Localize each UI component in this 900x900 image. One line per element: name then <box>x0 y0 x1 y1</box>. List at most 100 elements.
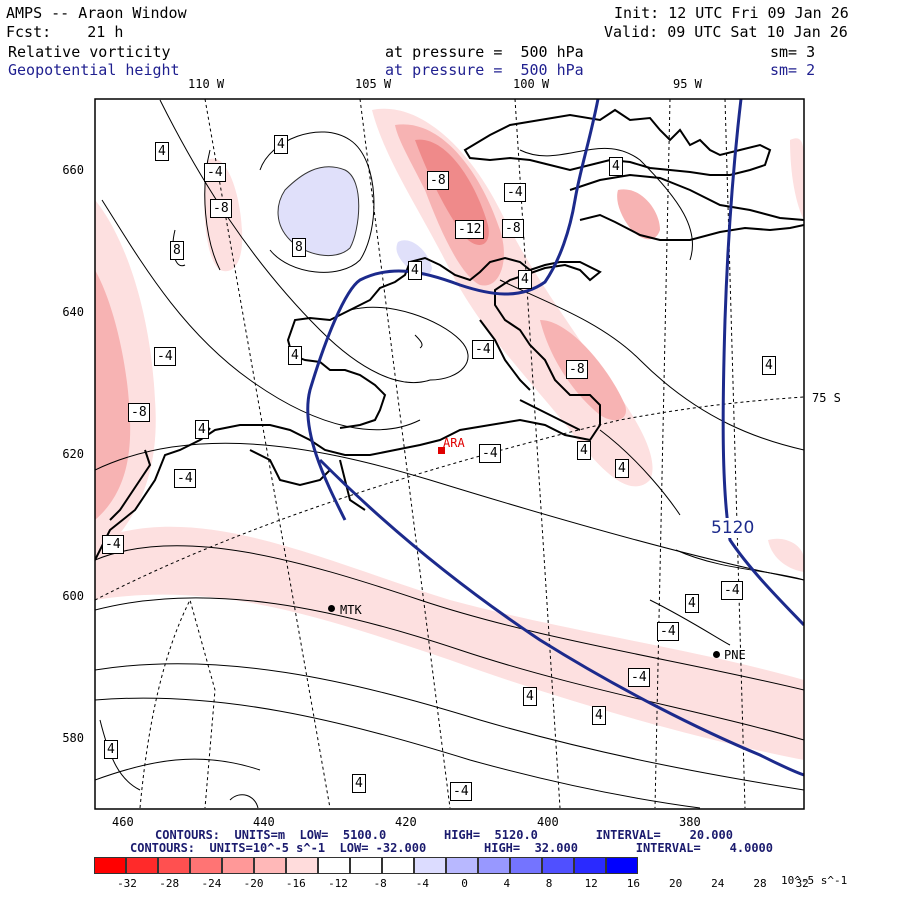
vorticity-contour-label: 8 <box>292 238 306 257</box>
vorticity-contour-label: -4 <box>154 347 176 366</box>
vorticity-contour-label: -4 <box>174 469 196 488</box>
vorticity-contour-label: 4 <box>685 594 699 613</box>
pos-vorticity-north <box>277 166 360 256</box>
colorbar-tick-label: 20 <box>668 877 683 890</box>
colorbar-tick-label: -24 <box>201 877 222 890</box>
vorticity-contour-label: 4 <box>352 774 366 793</box>
model-title: AMPS -- Araon Window <box>6 4 187 22</box>
field1-name: Relative vorticity <box>8 43 171 61</box>
colorbar <box>94 857 638 874</box>
vorticity-contour-label: 4 <box>592 706 606 725</box>
colorbar-tick-label: 32 <box>795 877 809 890</box>
pos-vorticity-small <box>396 240 432 277</box>
colorbar-swatch <box>350 857 382 874</box>
vorticity-contour-label: -4 <box>102 535 124 554</box>
colorbar-tick-label: 4 <box>503 877 511 890</box>
lon-label-100w: 100 W <box>513 77 550 91</box>
station-label-mtk: MTK <box>340 603 362 617</box>
vorticity-contour-label: 4 <box>518 270 532 289</box>
colorbar-swatch <box>286 857 318 874</box>
colorbar-tick-label: -12 <box>328 877 348 890</box>
colorbar-swatch <box>94 857 126 874</box>
field1-pressure: at pressure = 500 hPa <box>385 43 584 61</box>
neg-vorticity-northeast <box>617 189 660 240</box>
field2-name: Geopotential height <box>8 61 180 79</box>
plot-frame <box>94 98 805 810</box>
colorbar-tick-label: 0 <box>461 877 468 890</box>
colorbar-swatch <box>222 857 254 874</box>
lon-label-105w: 105 W <box>355 77 392 91</box>
colorbar-swatch <box>318 857 350 874</box>
colorbar-swatch <box>478 857 510 874</box>
colorbar-swatch <box>254 857 286 874</box>
colorbar-tick-label: 16 <box>626 877 641 890</box>
footer-vorticity-contours: CONTOURS: UNITS=10^-5 s^-1 LOW= -32.000 … <box>130 841 773 855</box>
station-label-pne: PNE <box>724 648 746 662</box>
y-tick-label: 620 <box>62 447 84 461</box>
colorbar-units: 10^-5 s^-1 <box>781 874 848 887</box>
vorticity-contour-label: 4 <box>762 356 776 375</box>
vorticity-contour-label: 4 <box>523 687 537 706</box>
map-area <box>95 99 804 809</box>
station-marker-pne <box>713 651 720 658</box>
init-time: Init: 12 UTC Fri 09 Jan 26 <box>614 4 849 22</box>
footer-height-contours: CONTOURS: UNITS=m LOW= 5100.0 HIGH= 5120… <box>155 828 733 842</box>
vorticity-contour-label: -8 <box>427 171 449 190</box>
vorticity-contour-label: 4 <box>615 459 629 478</box>
neg-vorticity-west-mid <box>95 270 131 520</box>
height-contours <box>306 99 804 777</box>
neg-vorticity-east-edge <box>790 138 804 220</box>
vorticity-contour-label: -12 <box>455 220 485 239</box>
field2-pressure: at pressure = 500 hPa <box>385 61 584 79</box>
height-contour-label: 5120 <box>711 518 755 538</box>
colorbar-tick-label: -8 <box>373 877 387 890</box>
colorbar-swatch <box>542 857 574 874</box>
vorticity-contour-label: -4 <box>472 340 494 359</box>
forecast-hour: Fcst: 21 h <box>6 23 124 41</box>
colorbar-tick-label: 12 <box>584 877 598 890</box>
neg-vorticity-band-south <box>95 526 804 760</box>
colorbar-tick-label: -16 <box>285 877 306 890</box>
vorticity-contour-label: 4 <box>195 420 209 439</box>
vorticity-contour-label: -4 <box>450 782 472 801</box>
vorticity-contour-label: -8 <box>210 199 232 218</box>
x-tick-label: 420 <box>395 815 417 829</box>
colorbar-swatch <box>414 857 446 874</box>
x-tick-label: 380 <box>679 815 701 829</box>
colorbar-tick-label: 24 <box>711 877 725 890</box>
vorticity-contour-label: -4 <box>628 668 650 687</box>
y-tick-label: 580 <box>62 731 84 745</box>
vorticity-contour-label: -4 <box>479 444 501 463</box>
y-tick-label: 640 <box>62 305 84 319</box>
vorticity-contour-label: -4 <box>721 581 743 600</box>
vorticity-contour-label: -8 <box>502 219 524 238</box>
station-label-ara: ARA <box>443 436 465 450</box>
colorbar-tick-label: -28 <box>159 877 180 890</box>
vorticity-contour-label: -4 <box>657 622 679 641</box>
vorticity-contour-label: -8 <box>128 403 150 422</box>
vorticity-contour-label: 4 <box>408 261 422 280</box>
vorticity-contour-label: 4 <box>577 441 591 460</box>
vorticity-contour-label: -8 <box>566 360 588 379</box>
vorticity-contour-label: 4 <box>274 135 288 154</box>
neg-vorticity-jet-core <box>415 139 489 245</box>
field1-smoothing: sm= 3 <box>770 43 816 61</box>
colorbar-swatch <box>446 857 478 874</box>
vorticity-contour-label: 8 <box>170 241 184 260</box>
vorticity-contours <box>95 99 804 809</box>
latlon-grid <box>95 99 804 809</box>
colorbar-swatch <box>126 857 158 874</box>
lon-label-95w: 95 W <box>673 77 702 91</box>
y-tick-label: 600 <box>62 589 84 603</box>
colorbar-swatch <box>382 857 414 874</box>
vorticity-contour-label: 4 <box>609 157 623 176</box>
field2-smoothing: sm= 2 <box>770 61 816 79</box>
station-marker-ara <box>438 447 445 454</box>
vorticity-contour-label: 4 <box>104 740 118 759</box>
neg-vorticity-southeast <box>768 538 804 572</box>
vorticity-contour-label: -4 <box>204 163 226 182</box>
vorticity-contour-label: 4 <box>155 142 169 161</box>
colorbar-swatch <box>158 857 190 874</box>
vorticity-contour-label: -4 <box>504 183 526 202</box>
